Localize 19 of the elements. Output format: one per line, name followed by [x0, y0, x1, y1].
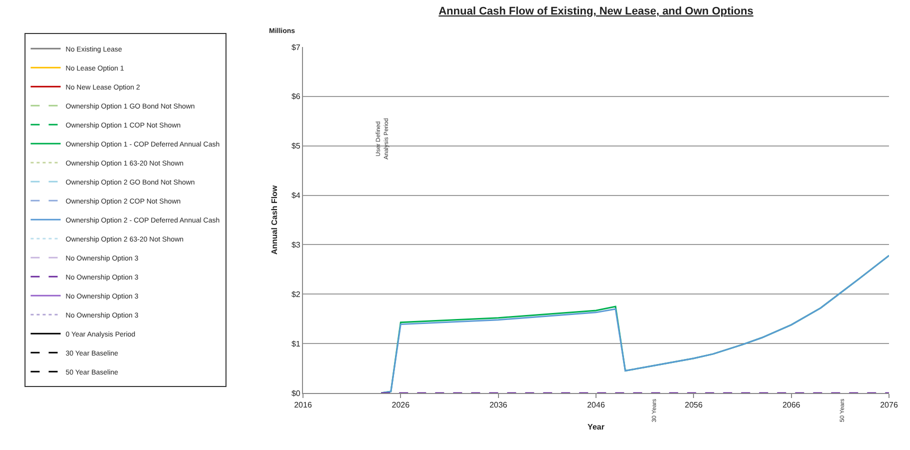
x-tick-label: 2056 [684, 400, 704, 410]
y-tick-label: $3 [291, 240, 301, 250]
x-axis-title: Year [588, 422, 604, 432]
x-tick-label: 2046 [587, 400, 606, 410]
x-tick-label: 2026 [392, 400, 410, 410]
y-tick-label: $0 [291, 388, 301, 398]
line-series [380, 254, 889, 393]
x-tick-label: 2016 [294, 400, 312, 410]
x-tick-label: 2036 [489, 400, 508, 410]
y-tick-label: $6 [291, 92, 301, 102]
y-tick-label: $1 [291, 339, 301, 348]
y-tick-label: $2 [291, 290, 301, 299]
y-axis-title: Annual Cash Flow [270, 184, 280, 255]
x-tick-label: 2066 [782, 400, 801, 410]
y-tick-label: $4 [291, 191, 301, 200]
y-tick-label: $5 [291, 142, 301, 151]
x-tick-label: 2076 [880, 400, 898, 410]
chart-title: Annual Cash Flow of Existing, New Lease, and Own Options [438, 5, 754, 18]
y-tick-label: $7 [291, 42, 301, 52]
